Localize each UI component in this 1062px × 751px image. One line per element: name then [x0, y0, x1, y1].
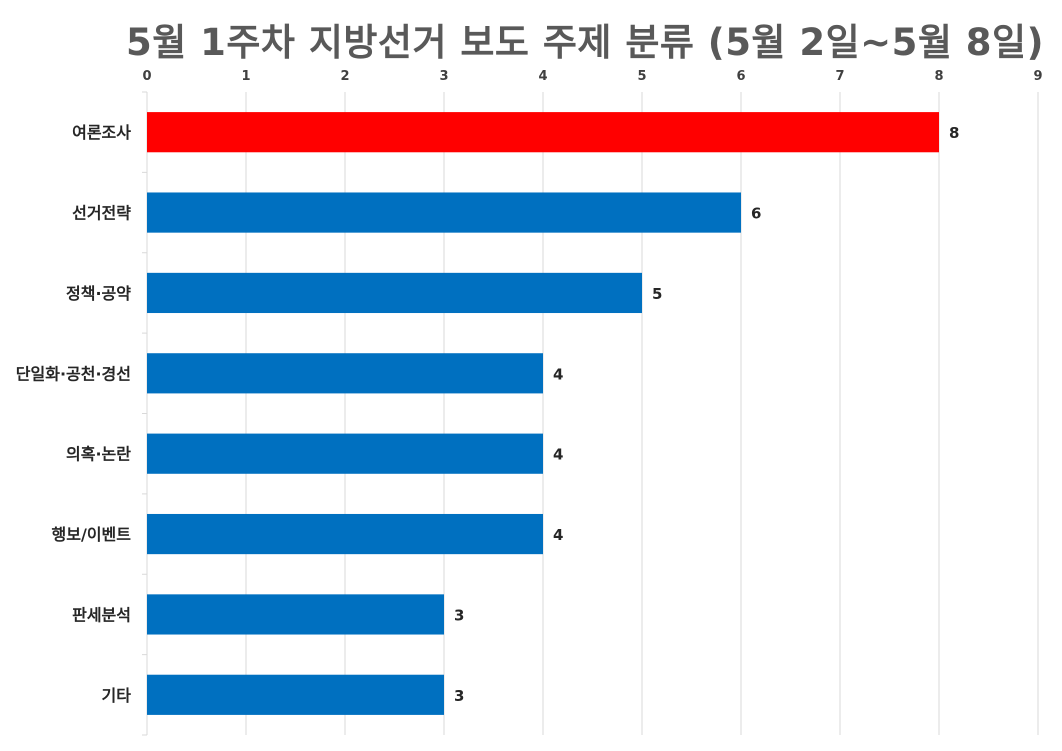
bar — [147, 513, 543, 555]
x-tick-label: 3 — [439, 69, 448, 84]
category-label: 단일화·공천·경선 — [16, 364, 131, 383]
x-tick-label: 0 — [142, 69, 151, 84]
bar — [147, 594, 444, 635]
x-tick-label: 1 — [241, 69, 250, 84]
data-label: 4 — [553, 365, 563, 383]
bar — [147, 674, 444, 715]
x-tick-label: 7 — [835, 69, 844, 84]
category-label: 의혹·논란 — [66, 445, 131, 464]
bar — [147, 272, 642, 314]
axes — [142, 91, 148, 736]
category-label: 기타 — [102, 686, 132, 705]
x-tick-label: 4 — [538, 69, 547, 84]
x-tick-label: 8 — [934, 69, 943, 84]
x-tick-label: 6 — [736, 69, 745, 84]
x-tick-label: 9 — [1033, 69, 1042, 84]
category-label: 행보/이벤트 — [52, 525, 132, 544]
x-tick-label: 2 — [340, 69, 349, 84]
gridlines — [245, 92, 1039, 735]
category-label: 여론조사 — [72, 123, 131, 142]
data-label: 5 — [652, 285, 662, 303]
bar — [147, 353, 543, 394]
x-tick-label: 5 — [637, 69, 646, 84]
data-label: 4 — [553, 526, 563, 544]
category-label: 판세분석 — [72, 605, 131, 624]
data-label: 6 — [751, 205, 761, 223]
x-tick-labels: 0 1 2 3 4 5 6 7 8 9 — [142, 69, 1042, 84]
data-label: 8 — [949, 124, 959, 142]
category-label: 정책·공약 — [66, 284, 131, 303]
bars — [147, 112, 939, 715]
bar — [147, 433, 543, 474]
data-label: 3 — [454, 606, 464, 624]
bar — [147, 112, 939, 153]
data-label: 4 — [553, 446, 563, 464]
data-labels: 8 6 5 4 4 4 3 3 — [454, 124, 959, 705]
bar — [147, 192, 741, 233]
category-label: 선거전략 — [72, 204, 131, 223]
data-label: 3 — [454, 687, 464, 705]
chart-title: 5월 1주차 지방선거 보도 주제 분류 (5월 2일~5월 8일) — [125, 21, 1045, 64]
